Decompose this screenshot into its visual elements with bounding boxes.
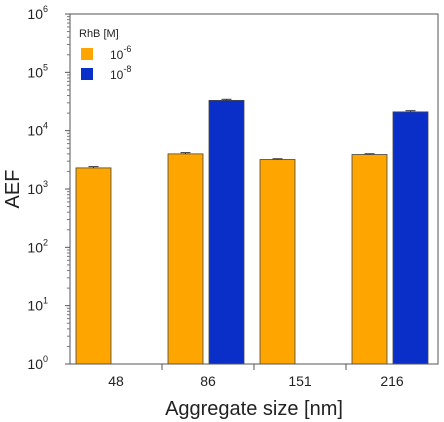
y-tick-label: 103 <box>27 179 48 197</box>
legend-swatch <box>81 48 93 60</box>
y-tick-label: 105 <box>27 62 48 80</box>
x-tick-label: 151 <box>288 373 312 389</box>
y-tick-label-base: 10 <box>27 64 43 80</box>
error-bars-layer <box>88 98 416 168</box>
bar <box>167 153 204 365</box>
legend-label: 10-6 <box>110 44 131 62</box>
y-tick-label-exponent: 3 <box>43 179 48 189</box>
y-tick-label: 104 <box>27 121 48 139</box>
y-tick-label-exponent: 4 <box>43 121 48 131</box>
legend-label: 10-8 <box>110 64 131 82</box>
bar <box>259 159 296 365</box>
legend-label-exponent: -8 <box>123 64 131 74</box>
y-tick-label: 101 <box>27 296 48 314</box>
bar <box>392 111 429 365</box>
bar <box>351 154 388 365</box>
bars-layer <box>75 100 429 365</box>
legend-label-exponent: -6 <box>123 44 131 54</box>
y-tick-label: 106 <box>27 4 48 22</box>
legend-swatch <box>81 68 93 80</box>
y-tick-label-exponent: 0 <box>43 354 48 364</box>
x-tick-label: 48 <box>108 373 124 389</box>
x-tick-label: 216 <box>380 373 404 389</box>
y-tick-label-base: 10 <box>27 298 43 314</box>
y-tick-label-base: 10 <box>27 123 43 139</box>
x-axis-title: Aggregate size [nm] <box>165 398 343 420</box>
x-tick-label: 86 <box>200 373 216 389</box>
y-tick-label-base: 10 <box>27 356 43 372</box>
bar <box>75 167 112 365</box>
y-tick-label-base: 10 <box>27 6 43 22</box>
y-tick-label-exponent: 1 <box>43 296 48 306</box>
y-tick-label: 100 <box>27 354 48 372</box>
legend-label-base: 10 <box>110 68 124 82</box>
legend: RhB [M] 10-610-8 <box>79 28 131 82</box>
y-tick-label-exponent: 6 <box>43 4 48 14</box>
y-tick-label: 102 <box>27 237 48 255</box>
legend-label-base: 10 <box>110 48 124 62</box>
x-axis: 48 86 151 216 <box>108 364 404 389</box>
y-tick-label-base: 10 <box>27 239 43 255</box>
y-tick-label-exponent: 2 <box>43 237 48 247</box>
y-axis-title: AEF <box>2 170 24 209</box>
legend-title: RhB [M] <box>79 28 119 40</box>
y-tick-label-exponent: 5 <box>43 62 48 72</box>
y-tick-label-base: 10 <box>27 181 43 197</box>
bar <box>208 100 245 365</box>
